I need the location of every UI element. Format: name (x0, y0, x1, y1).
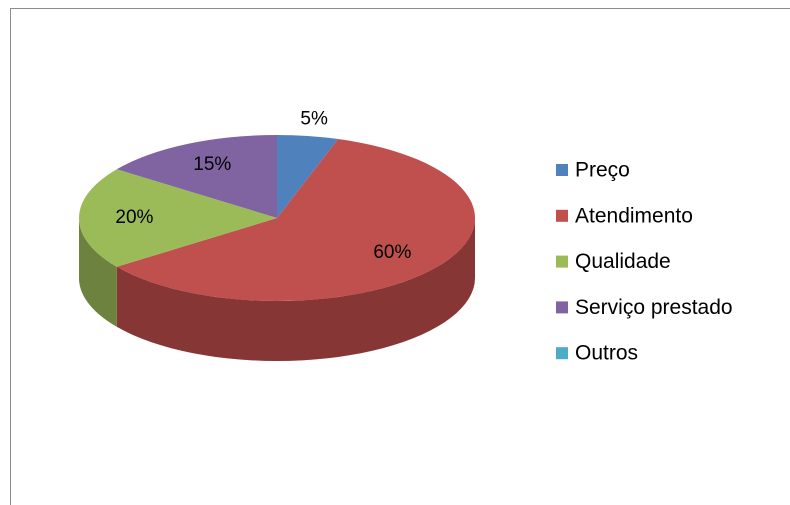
value-label: 15% (193, 154, 231, 175)
legend-swatch (556, 209, 568, 222)
value-label: 60% (373, 242, 411, 263)
legend-swatch (556, 164, 568, 176)
legend-label: Preço (575, 159, 630, 182)
slice-side-shade (79, 218, 117, 327)
legend-swatch (556, 347, 568, 360)
legend-label: Outros (575, 342, 638, 365)
legend-swatch (556, 301, 568, 314)
legend-label: Qualidade (575, 250, 671, 273)
slice-side (79, 218, 117, 327)
slice (277, 135, 339, 218)
legend-label: Atendimento (575, 204, 693, 227)
slice (79, 169, 277, 267)
value-label: 5% (300, 109, 328, 130)
slice (116, 135, 277, 218)
slice-side-shade (116, 218, 475, 361)
slice-side (116, 218, 475, 361)
value-label: 20% (115, 207, 153, 228)
slice (116, 139, 476, 301)
legend-swatch (556, 255, 568, 268)
legend-label: Serviço prestado (575, 296, 733, 319)
